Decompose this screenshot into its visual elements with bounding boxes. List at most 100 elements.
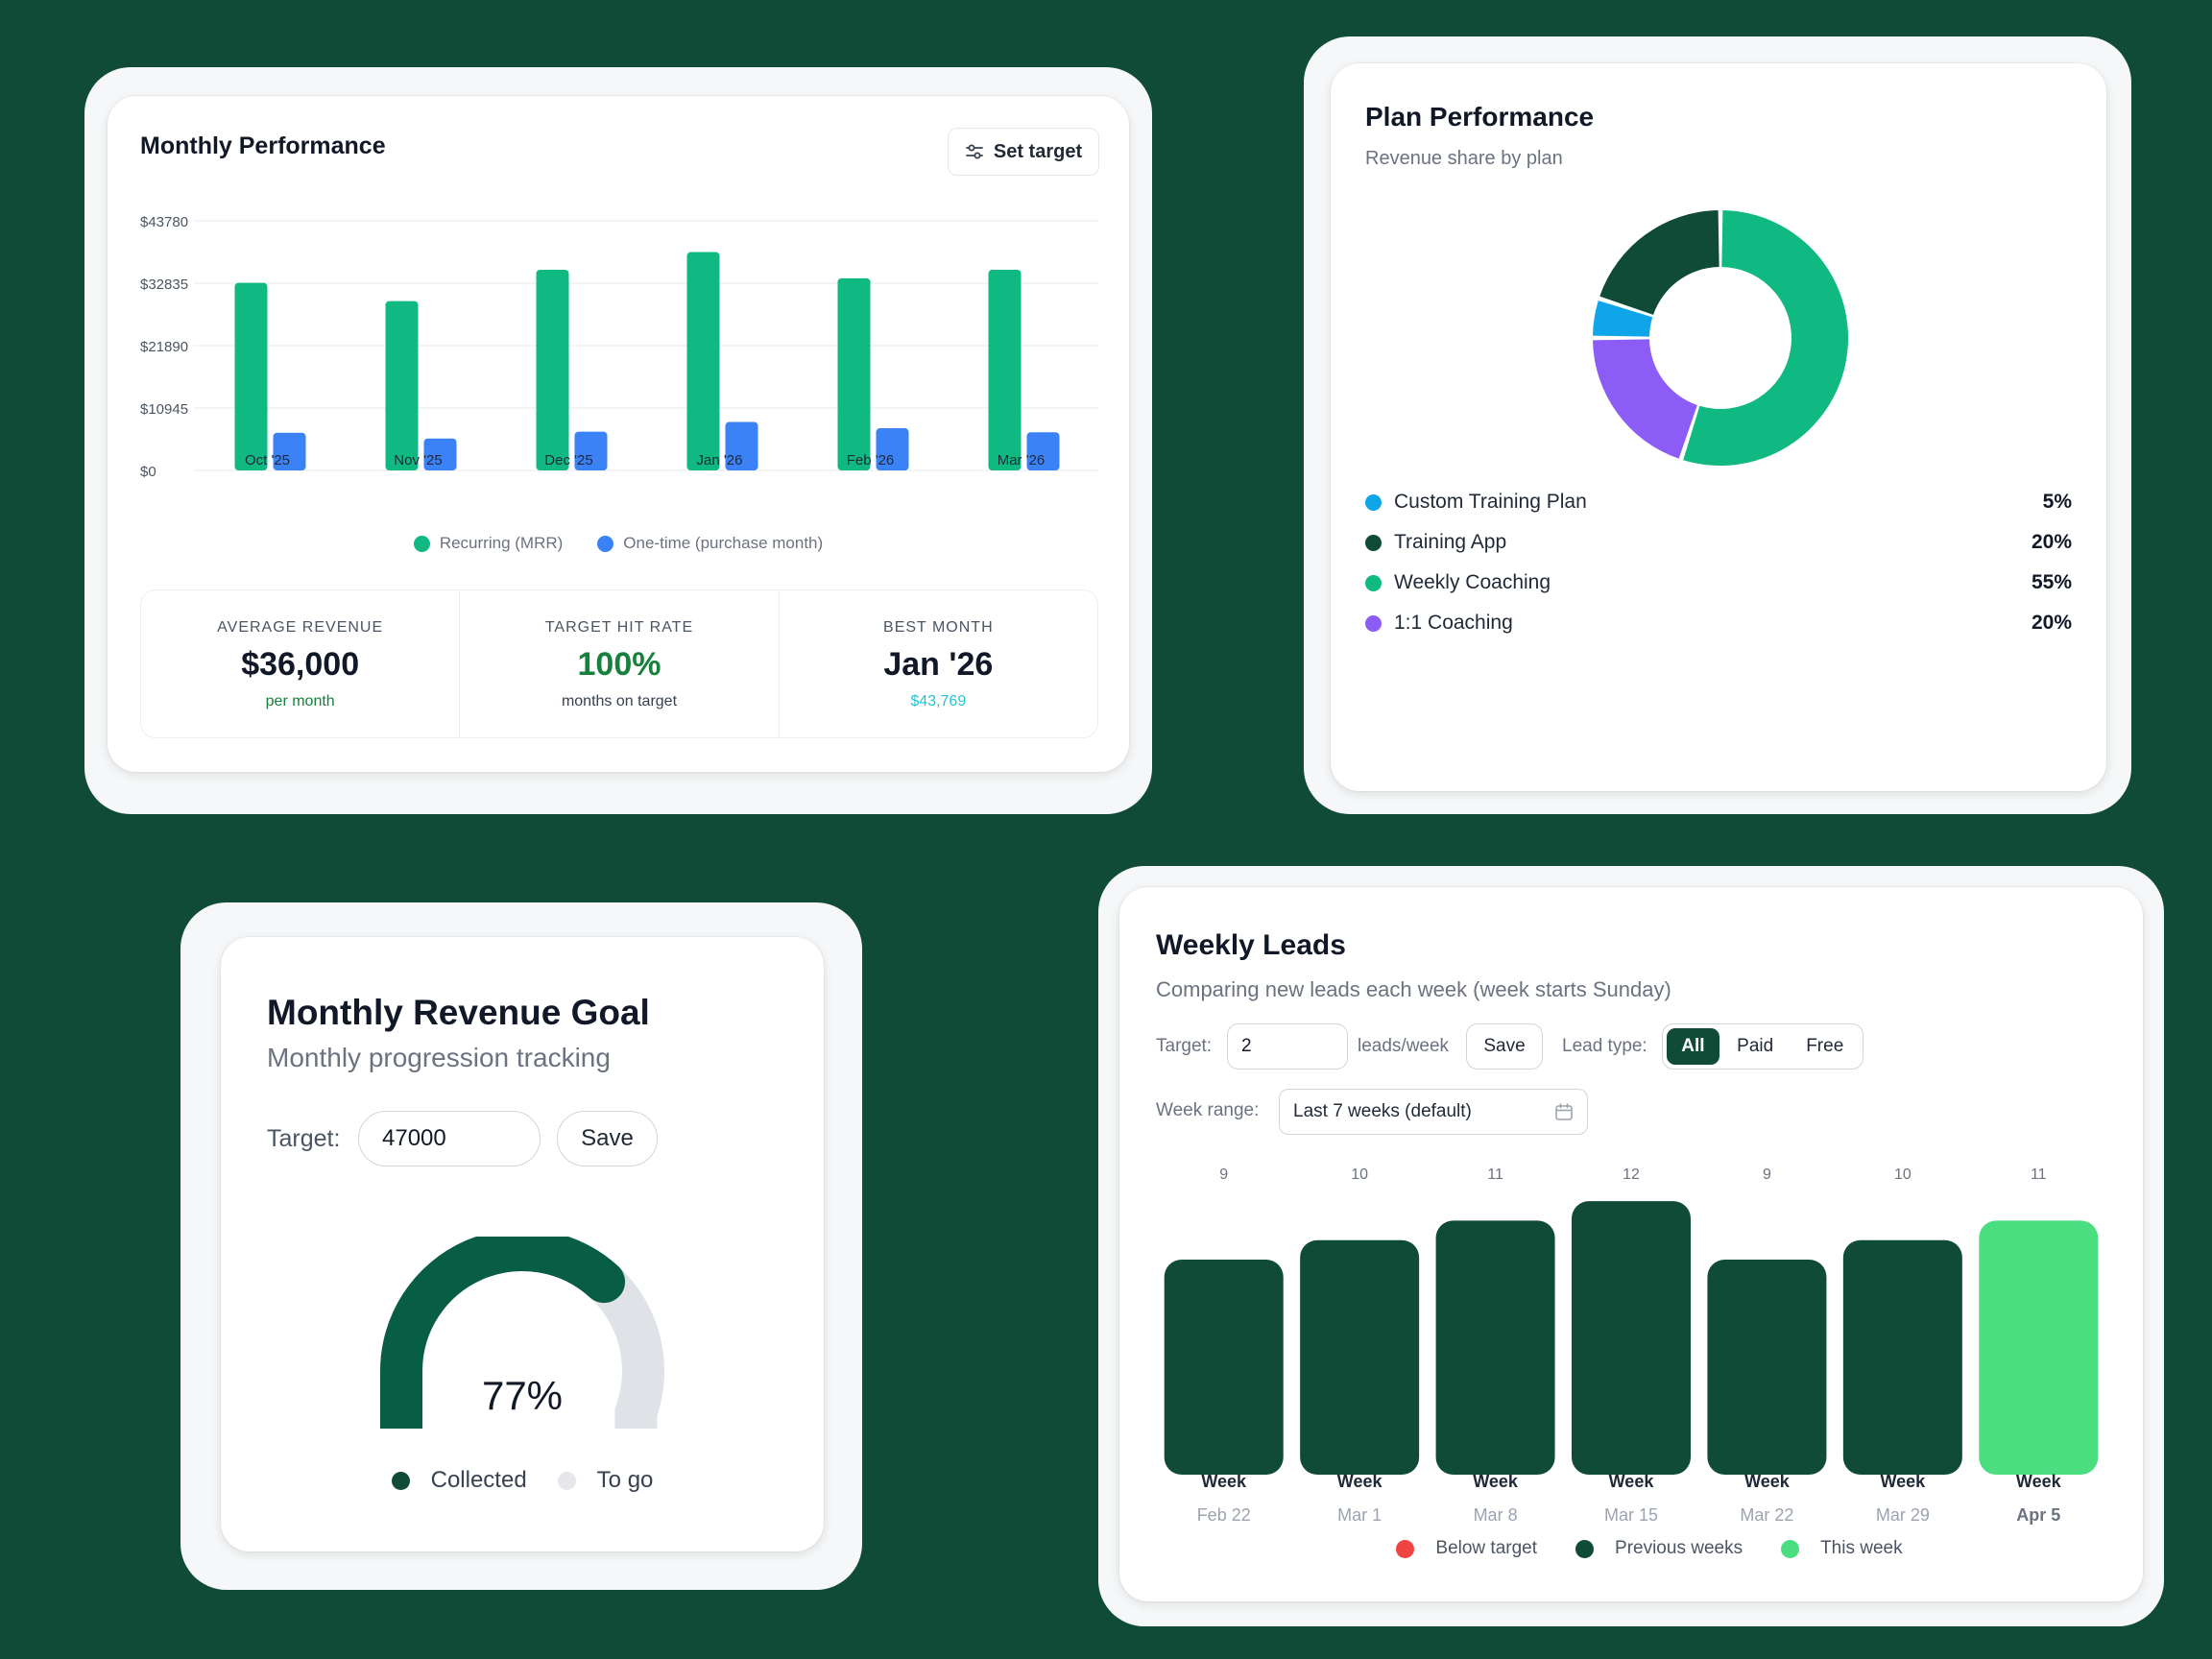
x-tick-label: Mar '26	[998, 452, 1046, 469]
weekly-leads-subtitle: Comparing new leads each week (week star…	[1156, 977, 1671, 1001]
legend-label-this-week: This week	[1820, 1538, 1903, 1558]
plan-dot	[1365, 534, 1382, 551]
week-date-label: Mar 1	[1337, 1505, 1382, 1525]
lead-type-all[interactable]: All	[1667, 1028, 1719, 1065]
week-label: Week	[1201, 1472, 1247, 1491]
week-range-value: Last 7 weeks (default)	[1293, 1101, 1472, 1121]
bar-one-time[interactable]	[725, 421, 758, 470]
lead-type-free[interactable]: Free	[1806, 1036, 1844, 1056]
week-range-picker[interactable]: Last 7 weeks (default)	[1279, 1089, 1588, 1135]
lead-type-paid[interactable]: Paid	[1737, 1036, 1774, 1056]
plan-name: Custom Training Plan	[1394, 491, 1587, 513]
legend-dot-previous-weeks	[1575, 1539, 1595, 1558]
y-tick-label: $10945	[140, 401, 188, 418]
gauge-fill	[380, 1237, 626, 1429]
plan-dot	[1365, 493, 1382, 511]
bar-one-time[interactable]	[876, 428, 909, 470]
plan-pct: 20%	[2031, 612, 2072, 634]
monthly-performance-card: Monthly Performance Set target $43780 $32…	[108, 96, 1129, 772]
donut-slice[interactable]	[1593, 301, 1653, 337]
bar-one-time[interactable]	[423, 438, 457, 470]
week-value-label: 9	[1763, 1166, 1771, 1183]
legend-label-one-time: One-time (purchase month)	[623, 534, 824, 552]
bar-recurring[interactable]	[536, 269, 569, 470]
y-tick-label: $32835	[140, 276, 188, 293]
week-bar[interactable]	[1842, 1239, 1962, 1475]
bar-recurring[interactable]	[385, 301, 419, 470]
bar-one-time[interactable]	[1026, 432, 1060, 470]
plan-pct: 20%	[2031, 531, 2072, 553]
bar-recurring[interactable]	[837, 277, 871, 470]
weekly-leads-title: Weekly Leads	[1156, 929, 1346, 961]
legend-item-recurring: Recurring (MRR)	[413, 534, 564, 553]
revenue-goal-card: Monthly Revenue Goal Monthly progression…	[221, 937, 824, 1551]
week-bar[interactable]	[1979, 1220, 2099, 1475]
bar-one-time[interactable]	[273, 432, 306, 470]
legend-label-previous-weeks: Previous weeks	[1615, 1538, 1743, 1558]
stat-sub: per month	[265, 693, 335, 709]
lead-type-label: Lead type:	[1562, 1036, 1647, 1056]
plan-pct: 55%	[2031, 571, 2072, 593]
plan-row-training-app: Training App 20%	[1365, 528, 2072, 557]
week-bar[interactable]	[1572, 1201, 1691, 1475]
y-tick-label: $43780	[140, 214, 188, 230]
weekly-leads-bar-chart: 9 Week Feb 22 10 Week Mar 1 11 Week Mar 8 12 Week M…	[1164, 1166, 2099, 1525]
legend-item-to-go: To go	[557, 1467, 653, 1494]
donut-slice[interactable]	[1593, 339, 1697, 459]
revenue-goal-frame: Monthly Revenue Goal Monthly progression…	[180, 902, 862, 1590]
leads-target-input[interactable]	[1227, 1023, 1348, 1070]
week-label: Week	[1744, 1472, 1791, 1491]
x-tick-label: Feb '26	[847, 452, 895, 469]
plan-row-weekly-coaching: Weekly Coaching 55%	[1365, 568, 2072, 597]
legend-label-recurring: Recurring (MRR)	[439, 534, 564, 552]
plan-name: Training App	[1394, 531, 1507, 553]
bar-recurring[interactable]	[988, 269, 1022, 470]
week-bar[interactable]	[1435, 1220, 1555, 1475]
stat-label: BEST MONTH	[883, 619, 994, 636]
x-tick-label: Oct '25	[245, 452, 290, 469]
bar-recurring[interactable]	[234, 282, 268, 470]
x-tick-label: Jan '26	[697, 452, 743, 469]
stat-value: Jan '26	[883, 646, 994, 683]
lead-type-segmented-control: All Paid Free	[1662, 1023, 1863, 1070]
weekly-leads-frame: Weekly Leads Comparing new leads each we…	[1098, 866, 2164, 1626]
legend-dot-below-target	[1396, 1539, 1415, 1558]
bar-one-time[interactable]	[574, 431, 608, 470]
x-tick-label: Dec '25	[544, 452, 592, 469]
revenue-goal-title: Monthly Revenue Goal	[267, 993, 650, 1032]
week-date-label: Mar 15	[1604, 1505, 1658, 1525]
legend-item-this-week: This week	[1781, 1538, 1903, 1559]
leads-save-button[interactable]: Save	[1466, 1023, 1543, 1070]
leads-unit-label: leads/week	[1358, 1036, 1450, 1056]
stat-best-month: BEST MONTH Jan '26 $43,769	[778, 590, 1097, 737]
sliders-icon	[965, 144, 983, 159]
leads-target-label: Target:	[1156, 1036, 1213, 1056]
legend-dot-recurring	[413, 535, 430, 552]
plan-dot	[1365, 574, 1382, 591]
y-tick-label: $21890	[140, 339, 188, 355]
x-tick-label: Nov '25	[394, 452, 442, 469]
donut-slice[interactable]	[1599, 210, 1719, 315]
donut-slice[interactable]	[1683, 210, 1848, 466]
revenue-goal-subtitle: Monthly progression tracking	[267, 1043, 611, 1072]
week-bar[interactable]	[1300, 1239, 1420, 1475]
revenue-target-input[interactable]	[358, 1111, 541, 1166]
save-target-button[interactable]: Save	[557, 1111, 658, 1166]
week-date-label: Mar 22	[1740, 1505, 1793, 1525]
plan-pct: 5%	[2042, 491, 2072, 513]
week-label: Week	[1473, 1472, 1519, 1491]
plan-performance-subtitle: Revenue share by plan	[1365, 148, 1563, 169]
plan-share-donut-chart	[1593, 210, 1848, 466]
plan-dot	[1365, 614, 1382, 632]
legend-dot-to-go	[557, 1471, 576, 1490]
week-bar[interactable]	[1707, 1260, 1827, 1475]
legend-dot-this-week	[1781, 1539, 1800, 1558]
legend-item-previous-weeks: Previous weeks	[1575, 1538, 1743, 1559]
calendar-icon	[1555, 1103, 1573, 1120]
bar-recurring[interactable]	[686, 252, 720, 470]
legend-dot-collected	[391, 1471, 410, 1490]
monthly-performance-frame: Monthly Performance Set target $43780 $32…	[84, 67, 1152, 814]
set-target-button[interactable]: Set target	[948, 128, 1099, 176]
weekly-leads-card: Weekly Leads Comparing new leads each we…	[1119, 887, 2143, 1601]
week-bar[interactable]	[1164, 1260, 1284, 1475]
